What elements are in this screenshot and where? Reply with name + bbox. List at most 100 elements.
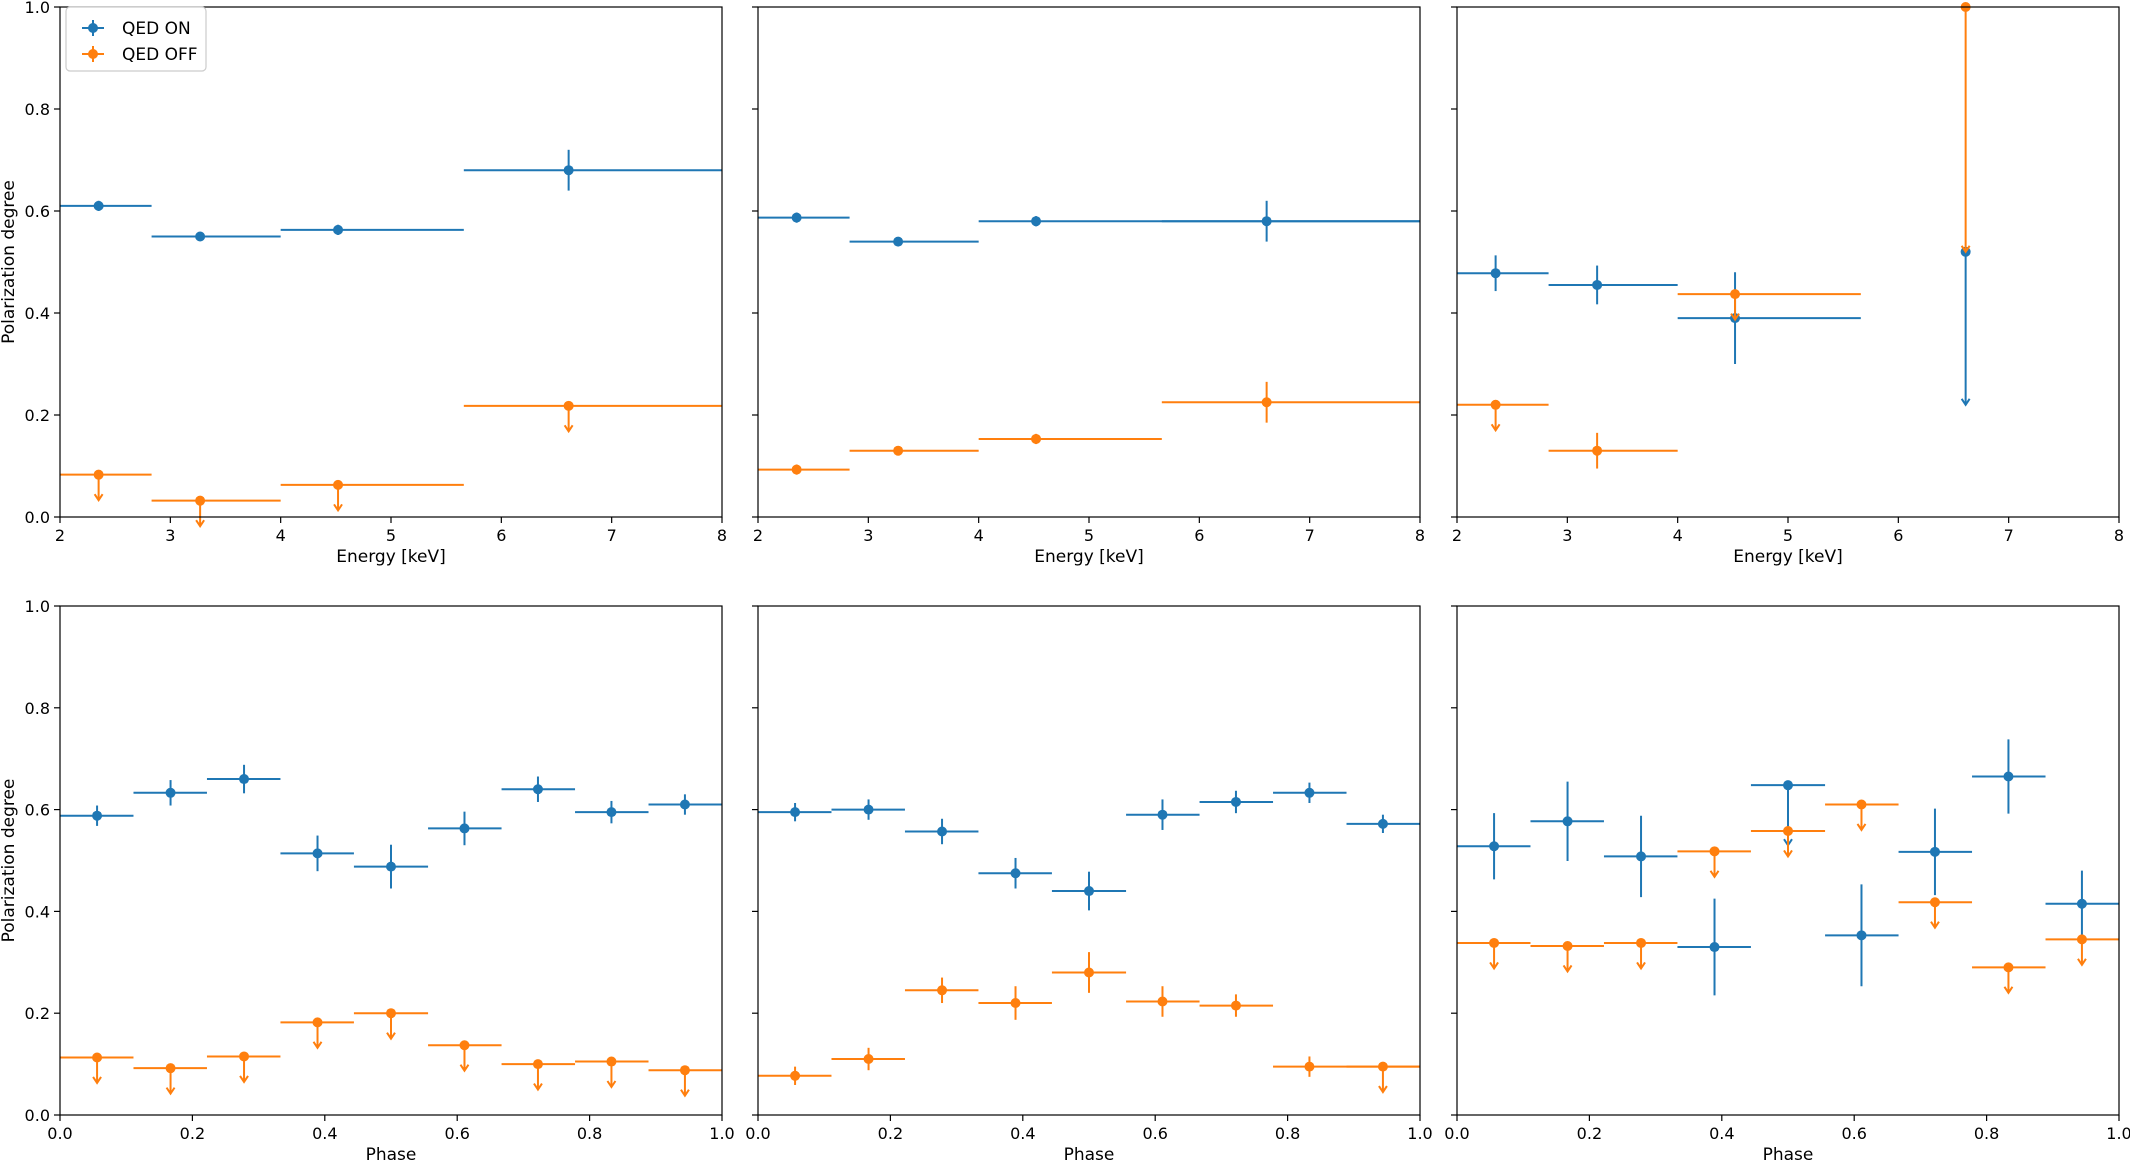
data-marker bbox=[532, 1059, 543, 1070]
data-point bbox=[978, 986, 1052, 1020]
data-point bbox=[1346, 814, 1420, 834]
data-point bbox=[1677, 289, 1861, 322]
data-marker bbox=[1562, 941, 1573, 952]
upper-limit-arrow bbox=[1783, 849, 1793, 859]
data-point bbox=[648, 794, 722, 815]
upper-limit-arrow bbox=[1960, 245, 1971, 254]
data-point bbox=[1898, 808, 1973, 896]
chart-panel-top-right: 2 3 4 5 6 7 8 Energy [keV] bbox=[1451, 2, 2124, 567]
data-marker bbox=[239, 774, 250, 785]
x-tick-label: 4 bbox=[974, 526, 984, 545]
data-point bbox=[1548, 265, 1678, 305]
x-tick-label: 7 bbox=[1305, 526, 1315, 545]
data-marker bbox=[165, 1063, 176, 1074]
data-marker bbox=[1592, 445, 1603, 456]
x-tick-label: 6 bbox=[1194, 526, 1204, 545]
x-tick-label: 0.6 bbox=[1142, 1124, 1167, 1143]
x-tick-label: 0.0 bbox=[745, 1124, 770, 1143]
data-marker bbox=[1031, 216, 1042, 227]
data-point bbox=[133, 780, 207, 806]
axes-frame bbox=[1456, 605, 2120, 1116]
y-tick-label: 1.0 bbox=[25, 0, 50, 17]
data-marker bbox=[1490, 268, 1501, 279]
data-point bbox=[133, 1063, 207, 1096]
data-marker bbox=[790, 807, 801, 818]
upper-limit-arrow bbox=[195, 519, 205, 528]
x-tick-label: 7 bbox=[2004, 526, 2014, 545]
data-marker bbox=[239, 1051, 250, 1062]
data-point bbox=[280, 224, 464, 235]
data-marker bbox=[563, 165, 574, 176]
data-marker bbox=[1592, 279, 1603, 290]
data-point bbox=[1199, 994, 1274, 1017]
upper-limit-arrow bbox=[333, 503, 343, 513]
chart-panel-top-left: 0.0 0.2 0.4 0.6 0.8 1.0 2 3 4 5 6 7 8 Energy [keV] Pol… bbox=[0, 0, 727, 567]
x-axis-label: Phase bbox=[1064, 1145, 1115, 1162]
data-marker bbox=[92, 1052, 103, 1063]
data-marker bbox=[1377, 1061, 1388, 1072]
upper-limit-arrow bbox=[1709, 870, 1720, 879]
data-point bbox=[1457, 813, 1531, 880]
upper-limit-arrow bbox=[312, 1041, 323, 1050]
data-marker bbox=[1636, 851, 1647, 862]
data-point bbox=[463, 149, 722, 191]
data-marker bbox=[1010, 868, 1021, 879]
chart-panel-top-middle: 2 3 4 5 6 7 8 Energy [keV] bbox=[752, 6, 1425, 567]
data-point bbox=[978, 857, 1052, 889]
x-tick-label: 0.6 bbox=[444, 1124, 469, 1143]
data-point bbox=[849, 236, 979, 247]
data-marker bbox=[679, 1065, 690, 1076]
data-marker bbox=[606, 807, 617, 818]
axes-frame bbox=[59, 605, 723, 1116]
data-point bbox=[1530, 781, 1604, 862]
x-tick-label: 0.0 bbox=[1444, 1124, 1469, 1143]
y-tick-label: 0.6 bbox=[25, 202, 50, 221]
data-point bbox=[280, 835, 354, 872]
data-point bbox=[1960, 2, 1971, 254]
data-point bbox=[758, 212, 850, 223]
x-tick-label: 7 bbox=[607, 526, 617, 545]
data-marker bbox=[532, 784, 543, 795]
data-marker bbox=[1084, 967, 1094, 978]
x-tick-label: 3 bbox=[165, 526, 175, 545]
upper-limit-arrow bbox=[1856, 823, 1867, 832]
data-marker bbox=[563, 400, 574, 411]
data-marker bbox=[1230, 1000, 1241, 1011]
data-marker bbox=[1031, 433, 1042, 444]
upper-limit-arrow bbox=[1730, 313, 1740, 322]
series-qed-off bbox=[60, 1008, 722, 1098]
x-axis-label: Phase bbox=[1763, 1145, 1814, 1162]
x-axis-label: Energy [keV] bbox=[1034, 547, 1144, 567]
data-marker bbox=[1489, 937, 1500, 948]
data-point bbox=[1603, 815, 1678, 898]
x-tick-label: 5 bbox=[1084, 526, 1094, 545]
data-point bbox=[758, 464, 850, 475]
data-point bbox=[151, 231, 281, 242]
data-marker bbox=[165, 787, 176, 798]
series-qed-off bbox=[1457, 799, 2119, 995]
data-marker bbox=[312, 1017, 323, 1028]
data-point bbox=[904, 977, 979, 1004]
upper-limit-arrow bbox=[563, 424, 574, 434]
data-marker bbox=[2003, 962, 2014, 973]
data-marker bbox=[333, 224, 344, 235]
data-marker bbox=[195, 231, 206, 242]
y-tick-label: 0.8 bbox=[25, 100, 50, 119]
data-marker bbox=[2076, 898, 2087, 909]
legend-marker-on bbox=[82, 20, 104, 36]
upper-limit-arrow bbox=[165, 1087, 176, 1096]
data-point bbox=[501, 1059, 576, 1092]
data-marker bbox=[1856, 799, 1867, 810]
data-marker bbox=[1709, 942, 1720, 953]
data-point bbox=[1677, 846, 1751, 879]
x-tick-label: 0.8 bbox=[1974, 1124, 1999, 1143]
x-tick-label: 3 bbox=[863, 526, 873, 545]
data-marker bbox=[1377, 818, 1388, 829]
data-point bbox=[428, 1040, 502, 1073]
data-point bbox=[978, 433, 1162, 445]
data-point bbox=[60, 200, 152, 211]
data-marker bbox=[1157, 996, 1168, 1007]
data-point bbox=[575, 1056, 649, 1089]
x-axis-label: Phase bbox=[366, 1145, 417, 1162]
